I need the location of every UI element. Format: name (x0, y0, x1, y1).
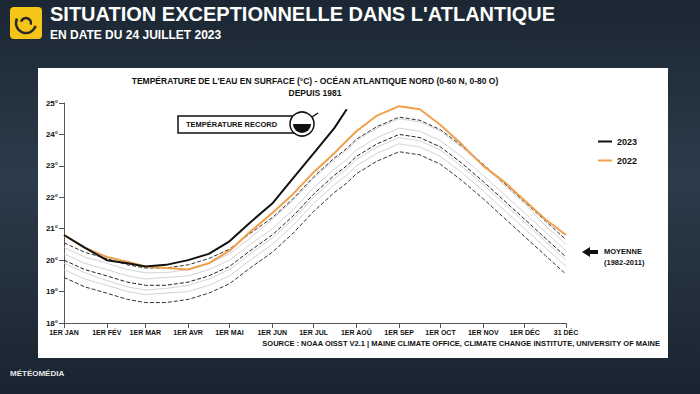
svg-text:MOYENNE: MOYENNE (604, 247, 642, 256)
svg-text:1ER OCT: 1ER OCT (425, 329, 456, 336)
svg-text:1ER NOV: 1ER NOV (468, 329, 499, 336)
svg-text:1ER DÉC: 1ER DÉC (509, 328, 539, 336)
svg-text:(1982-2011): (1982-2011) (604, 258, 645, 267)
svg-text:1ER MAR: 1ER MAR (130, 329, 162, 336)
svg-text:TEMPÉRATURE DE L'EAU EN SURFAC: TEMPÉRATURE DE L'EAU EN SURFACE (°C) - O… (132, 76, 499, 86)
svg-text:1ER MAI: 1ER MAI (215, 329, 243, 336)
svg-text:1ER JUL: 1ER JUL (299, 329, 329, 336)
svg-text:1ER JUN: 1ER JUN (257, 329, 287, 336)
svg-text:SOURCE : NOAA OISST V2.1 | MAI: SOURCE : NOAA OISST V2.1 | MAINE CLIMATE… (262, 339, 660, 348)
svg-text:24°: 24° (46, 130, 58, 139)
svg-text:1ER FÉV: 1ER FÉV (92, 328, 122, 336)
svg-text:21°: 21° (46, 224, 58, 233)
svg-text:23°: 23° (46, 161, 58, 170)
svg-text:25°: 25° (46, 99, 58, 108)
svg-text:22°: 22° (46, 193, 58, 202)
svg-text:DEPUIS 1981: DEPUIS 1981 (289, 88, 342, 98)
svg-text:EN DATE DU 24 JUILLET 2023: EN DATE DU 24 JUILLET 2023 (50, 28, 221, 42)
svg-text:1ER AVR: 1ER AVR (173, 329, 203, 336)
svg-text:18°: 18° (46, 319, 58, 328)
svg-text:2023: 2023 (617, 137, 637, 147)
svg-text:20°: 20° (46, 256, 58, 265)
svg-text:TEMPÉRATURE RECORD: TEMPÉRATURE RECORD (186, 120, 278, 129)
svg-text:31 DÉC: 31 DÉC (554, 328, 579, 336)
svg-text:SITUATION EXCEPTIONNELLE DANS: SITUATION EXCEPTIONNELLE DANS L'ATLANTIQ… (50, 3, 555, 25)
svg-text:1ER SEP: 1ER SEP (384, 329, 414, 336)
svg-text:MÉTÉOMÉDIA: MÉTÉOMÉDIA (10, 369, 64, 378)
svg-text:1ER JAN: 1ER JAN (49, 329, 79, 336)
svg-text:1ER AOÛ: 1ER AOÛ (341, 328, 372, 336)
svg-text:2022: 2022 (617, 156, 637, 166)
svg-text:19°: 19° (46, 287, 58, 296)
